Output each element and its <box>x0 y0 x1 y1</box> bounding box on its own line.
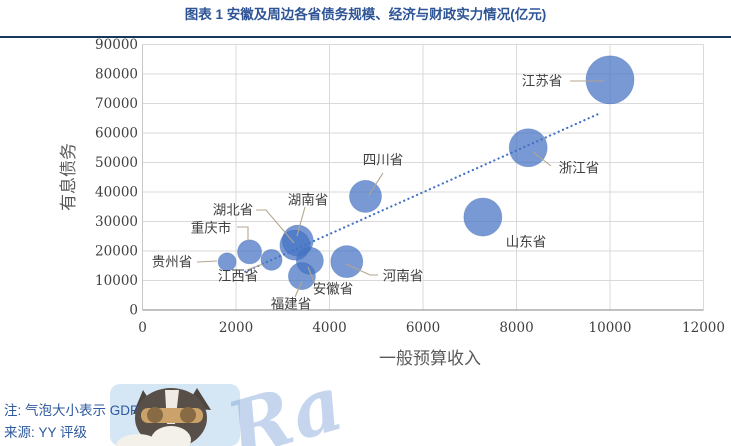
x-tick-label: 2000 <box>219 320 253 336</box>
chart-bubble <box>585 55 635 105</box>
figure-notes: 注: 气泡大小表示 GDP 来源: YY 评级 <box>4 400 139 444</box>
y-tick-label: 30000 <box>95 214 138 230</box>
y-tick-label: 20000 <box>95 244 138 260</box>
label-leader-line <box>237 226 249 241</box>
bubble-label: 山东省 <box>506 235 547 250</box>
x-tick-label: 4000 <box>312 320 346 336</box>
x-tick-label: 12000 <box>682 320 725 336</box>
y-tick-label: 90000 <box>95 37 138 53</box>
source-text: 来源: YY 评级 <box>4 425 88 440</box>
x-tick-label: 10000 <box>589 320 632 336</box>
trendline <box>244 111 602 273</box>
dog-watermark-image <box>110 384 240 446</box>
chart-bubble <box>463 197 503 237</box>
label-leader-line <box>246 263 264 271</box>
y-tick-label: 10000 <box>95 273 138 289</box>
bubble-label: 福建省 <box>271 297 312 312</box>
bubble-label: 四川省 <box>363 153 404 168</box>
label-leader-line <box>296 206 306 237</box>
bubble-label: 浙江省 <box>559 161 600 176</box>
x-axis-title: 一般预算收入 <box>379 349 481 368</box>
label-leader-line <box>256 209 295 244</box>
label-leader-line <box>196 260 218 263</box>
label-leader-line <box>532 151 552 167</box>
bubble-label: 江苏省 <box>522 74 563 89</box>
label-leader-line <box>307 266 316 285</box>
y-tick-label: 80000 <box>95 67 138 83</box>
note-text: 注: 气泡大小表示 GDP <box>4 403 140 418</box>
y-tick-label: 0 <box>129 303 138 319</box>
bubble-label: 湖南省 <box>288 193 329 208</box>
y-tick-label: 50000 <box>95 155 138 171</box>
y-tick-label: 70000 <box>95 96 138 112</box>
x-tick-label: 0 <box>138 320 147 336</box>
y-axis-title: 有息债务 <box>59 143 78 211</box>
bubble-label: 湖北省 <box>213 203 254 218</box>
chart-bubble <box>349 180 382 213</box>
y-tick-label: 60000 <box>95 126 138 142</box>
chart-bubble <box>330 245 364 279</box>
label-leader-line <box>368 172 384 196</box>
figure-title: 图表 1 安徽及周边各省债务规模、经济与财政实力情况(亿元) <box>184 7 547 22</box>
bubble-label: 河南省 <box>383 269 424 284</box>
chart-bubble <box>508 128 548 168</box>
bubble-label: 贵州省 <box>152 255 193 270</box>
bubble-label: 安徽省 <box>313 282 354 297</box>
chart-bubble <box>217 252 237 272</box>
chart-bubble <box>237 239 262 265</box>
y-tick-label: 40000 <box>95 185 138 201</box>
title-divider <box>0 36 731 38</box>
label-leader-line <box>294 280 303 298</box>
x-tick-label: 6000 <box>406 320 440 336</box>
bubble-label: 重庆市 <box>191 220 232 236</box>
x-tick-label: 8000 <box>499 320 533 336</box>
bubble-label: 江西省 <box>218 269 259 284</box>
label-leader-line <box>345 263 378 276</box>
